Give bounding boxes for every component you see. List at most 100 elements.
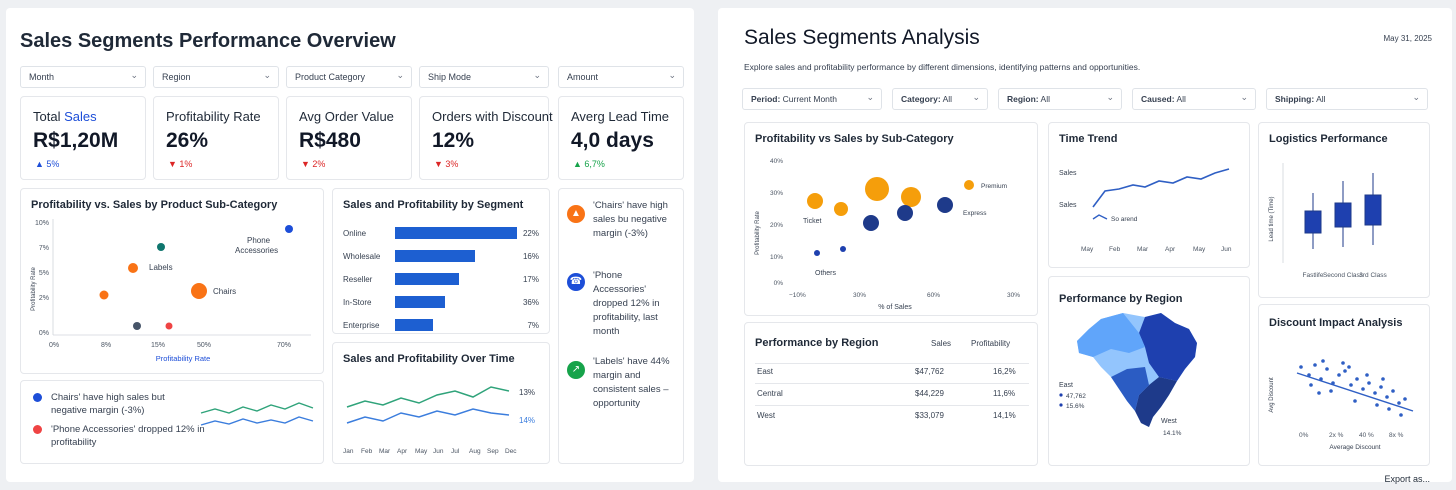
chevron-down-icon: ⌄ — [866, 92, 874, 102]
chevron-down-icon: ⌄ — [972, 92, 980, 102]
scatter-point — [1375, 403, 1379, 407]
filter-category[interactable]: Category: All ⌄ — [892, 88, 988, 110]
bubble-ylabel: Profitability Rate — [755, 210, 761, 254]
legend-dot-premium — [964, 180, 974, 190]
scatter-point — [1343, 369, 1347, 373]
x-tick: May — [1081, 246, 1094, 253]
filter-month[interactable]: Month ⌄ — [20, 66, 146, 88]
note-text: 'Phone Accessories' dropped 12% in profi… — [51, 424, 205, 448]
bar-value-label: 17% — [523, 275, 539, 284]
x-tick: 3rd Class — [1359, 272, 1387, 279]
point-label: Chairs — [213, 287, 236, 296]
x-tick: 50% — [197, 342, 211, 349]
filter-region[interactable]: Region ⌄ — [153, 66, 279, 88]
right-dashboard: Sales Segments Analysis May 31, 2025 Exp… — [718, 8, 1452, 484]
filter-region-right[interactable]: Region: All ⌄ — [998, 88, 1122, 110]
bubble-navy — [897, 205, 913, 221]
scatter-point — [1367, 381, 1371, 385]
map-region-southeast[interactable] — [1135, 377, 1177, 427]
filter-shipping[interactable]: Shipping: All ⌄ — [1266, 88, 1428, 110]
bubble-label: Ticket — [803, 218, 821, 225]
y-tick: 20% — [770, 222, 783, 229]
brazil-map: East 47,762 15.6% West 14.1% — [1059, 313, 1197, 437]
scatter-point — [1307, 373, 1311, 377]
bubble-card: Profitability vs Sales by Sub-Category P… — [744, 122, 1038, 316]
bubble-orange — [807, 193, 823, 209]
bar-value-label: 7% — [527, 321, 539, 330]
chevron-down-icon: ⌄ — [1106, 92, 1114, 102]
time-trend-line — [1092, 168, 1230, 208]
logistics-title: Logistics Performance — [1269, 133, 1388, 145]
scatter-point — [1313, 363, 1317, 367]
export-link[interactable]: Export as... — [1384, 474, 1430, 484]
bar-category-label: Enterprise — [343, 321, 380, 330]
trend-title: Sales and Profitability Over Time — [343, 353, 515, 365]
analysis-subtitle: Explore sales and profitability performa… — [744, 62, 1141, 72]
map-region-center-west[interactable] — [1111, 367, 1149, 411]
bar-value-label: 16% — [523, 252, 539, 261]
scatter-point — [1403, 397, 1407, 401]
x-tick: Fastlife — [1303, 272, 1324, 279]
row-label: Sales — [1059, 170, 1077, 177]
scatter-chart: Profitability Rate 10% 7% 5% 2% 0% 0% 8%… — [31, 219, 311, 363]
bar-online — [395, 227, 517, 239]
x-tick: 70% — [277, 342, 291, 349]
mini-line-blue — [200, 416, 314, 426]
scatter-point — [1321, 359, 1325, 363]
y-tick: 5% — [39, 270, 49, 277]
filter-product-category[interactable]: Product Category ⌄ — [286, 66, 412, 88]
map-region-northeast[interactable] — [1139, 313, 1197, 381]
notes-card: Chairs' have high sales but negative mar… — [20, 380, 324, 464]
scatter-point — [1349, 383, 1353, 387]
x-tick: Mar — [379, 448, 391, 455]
filter-caused[interactable]: Caused: All ⌄ — [1132, 88, 1256, 110]
map-card: Performance by Region East 47,762 15.6% … — [1048, 276, 1250, 466]
row-label: Sales — [1059, 202, 1077, 209]
filter-amount[interactable]: Amount ⌄ — [558, 66, 684, 88]
discount-title: Discount Impact Analysis — [1269, 317, 1403, 329]
map-label-east: East — [1059, 382, 1073, 389]
x-tick: Dec — [505, 448, 517, 455]
kpi-avg-lead-time: Averg Lead Time 4,0 days ▲ 6,7% — [558, 96, 684, 180]
x-tick: 30% — [853, 292, 866, 299]
map-value: 14.1% — [1163, 430, 1182, 437]
x-tick: Apr — [1165, 246, 1176, 253]
x-tick: 60% — [927, 292, 940, 299]
bubble-navy — [863, 215, 879, 231]
bullet-dot-icon — [33, 425, 42, 434]
point-phone-accessories — [285, 225, 293, 233]
map-value: 15.6% — [1066, 403, 1085, 410]
bar-wholesale — [395, 250, 475, 262]
kpi-value: 4,0 days — [571, 129, 654, 152]
point-navy — [133, 322, 141, 330]
kpi-avg-order-value: Avg Order Value R$480 ▼ 2% — [286, 96, 412, 180]
insights-card: ▲ 'Chairs' have high sales bu negative m… — [558, 188, 684, 464]
bar-value-label: 22% — [523, 229, 539, 238]
chevron-down-icon: ⌄ — [668, 70, 676, 80]
y-tick: 0% — [39, 330, 49, 337]
bubble-orange — [901, 187, 921, 207]
table-row: West — [757, 411, 776, 420]
kpi-delta: ▼ 1% — [168, 159, 193, 169]
filter-period[interactable]: Period: Current Month ⌄ — [742, 88, 882, 110]
flame-icon: ▲ — [567, 205, 585, 223]
y-tick: 10% — [35, 220, 49, 227]
bar-category-label: In-Store — [343, 298, 372, 307]
report-date: May 31, 2025 — [1383, 34, 1432, 43]
x-tick: 30% — [1007, 292, 1020, 299]
bullet-dot-icon — [33, 393, 42, 402]
scatter-point — [1361, 387, 1365, 391]
discount-scatter: Avg Discount 0% 2x % 40 % 8x % Average D… — [1269, 359, 1414, 451]
filter-ship-mode[interactable]: Ship Mode ⌄ — [419, 66, 549, 88]
x-tick: −10% — [789, 292, 806, 299]
point-chairs — [191, 283, 207, 299]
bubble-chart: Profitability Rate 40% 30% 20% 10% 0% −1… — [755, 158, 1020, 311]
kpi-delta: ▲ 5% — [35, 159, 60, 169]
scatter-point — [1353, 399, 1357, 403]
trend-line-blue — [346, 408, 510, 424]
map-label-west: West — [1161, 418, 1177, 425]
col-header-profitability: Profitability — [971, 339, 1011, 348]
map-region-north-west[interactable] — [1077, 313, 1145, 357]
chevron-down-icon: ⌄ — [1240, 92, 1248, 102]
bar-value-label: 36% — [523, 298, 539, 307]
